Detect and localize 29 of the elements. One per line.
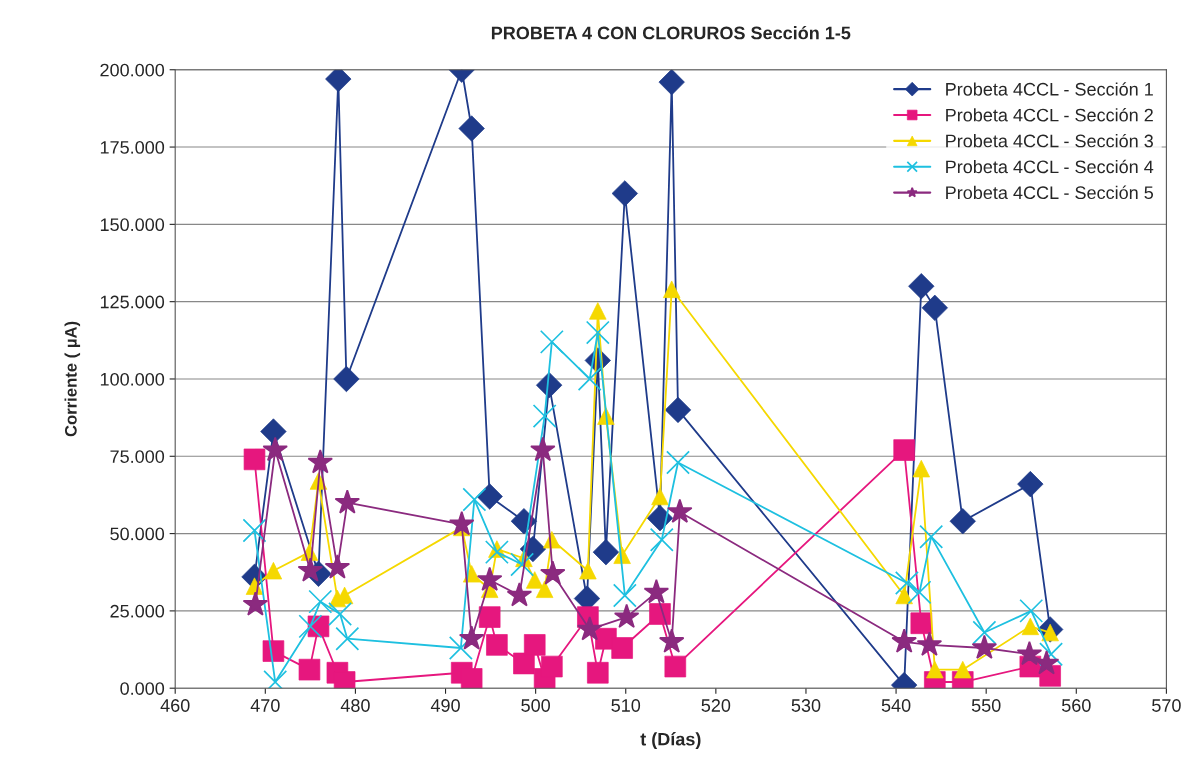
y-tick-label: 125.000 <box>100 295 165 309</box>
x-tick-label: 540 <box>881 699 911 712</box>
legend-label: Probeta 4CCL - Sección 1 <box>946 82 1153 96</box>
x-axis-title: t (Días) <box>640 732 701 750</box>
x-tick-label: 560 <box>1061 699 1091 712</box>
legend-label: Probeta 4CCL - Sección 3 <box>946 133 1153 148</box>
x-tick-label: 520 <box>701 699 731 712</box>
x-tick-label: 500 <box>521 699 550 712</box>
legend-label: Probeta 4CCL - Sección 2 <box>946 108 1153 122</box>
x-tick-label: 480 <box>340 699 370 712</box>
y-tick-label: 75.000 <box>110 450 165 463</box>
legend-label: Probeta 4CCL - Sección 4 <box>946 159 1154 174</box>
x-tick-label: 510 <box>611 699 641 712</box>
y-tick-label: 150.000 <box>100 218 165 232</box>
y-tick-label: 200.000 <box>100 63 165 77</box>
legend-label: Probeta 4CCL - Sección 5 <box>946 185 1154 200</box>
y-tick-label: 25.000 <box>110 604 165 618</box>
y-tick-label: 0.000 <box>120 682 165 695</box>
y-tick-label: 175.000 <box>100 140 165 154</box>
y-tick-label: 50.000 <box>110 527 165 541</box>
y-axis-title: Corriente ( µA) <box>64 321 81 437</box>
x-tick-label: 530 <box>791 699 821 712</box>
x-tick-label: 550 <box>971 699 1001 712</box>
x-tick-label: 490 <box>430 699 460 712</box>
chart-title: PROBETA 4 CON CLORUROS Sección 1-5 <box>491 25 851 40</box>
x-tick-label: 570 <box>1152 699 1181 712</box>
y-tick-label: 100.000 <box>100 372 165 386</box>
x-tick-label: 470 <box>250 699 280 712</box>
x-tick-label: 460 <box>160 699 190 712</box>
